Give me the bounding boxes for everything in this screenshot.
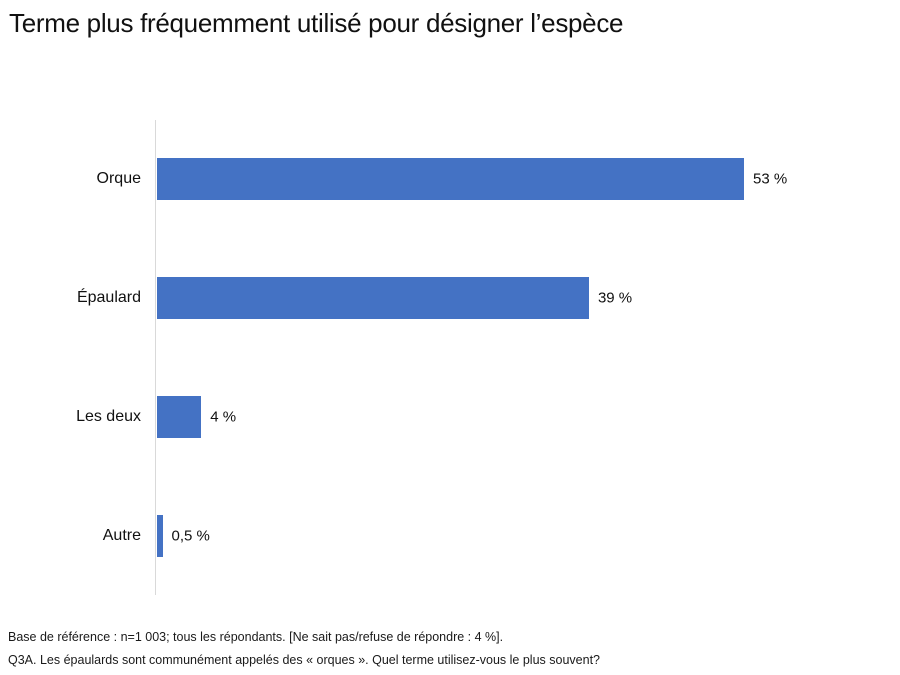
bar-chart-plot-area: Orque 53 % Épaulard 39 % Les deux 4 % Autre 0,5… [0, 120, 900, 595]
category-label: Épaulard [76, 289, 141, 307]
footer-notes: Base de référence : n=1 003; tous les ré… [8, 626, 888, 672]
value-label: 0,5 % [171, 527, 210, 545]
value-label: 39 % [597, 289, 633, 307]
chart-title: Terme plus fréquemment utilisé pour dési… [9, 8, 624, 38]
bar [157, 395, 202, 438]
footer-note-question: Q3A. Les épaulards sont communément appe… [8, 652, 600, 667]
bar [157, 514, 163, 557]
footer-note-base: Base de référence : n=1 003; tous les ré… [8, 630, 504, 644]
bar-row: Autre 0,5 % [0, 476, 900, 595]
category-label: Les deux [76, 407, 141, 425]
bar-row: Les deux 4 % [0, 358, 900, 477]
bar [157, 158, 744, 201]
bar-row: Épaulard 39 % [0, 239, 900, 358]
value-label: 4 % [210, 408, 237, 426]
y-axis-line [155, 120, 156, 595]
bar-row: Orque 53 % [0, 120, 900, 239]
category-label: Orque [96, 170, 141, 188]
value-label: 53 % [753, 170, 788, 188]
category-label: Autre [102, 526, 141, 544]
bar [157, 277, 589, 320]
